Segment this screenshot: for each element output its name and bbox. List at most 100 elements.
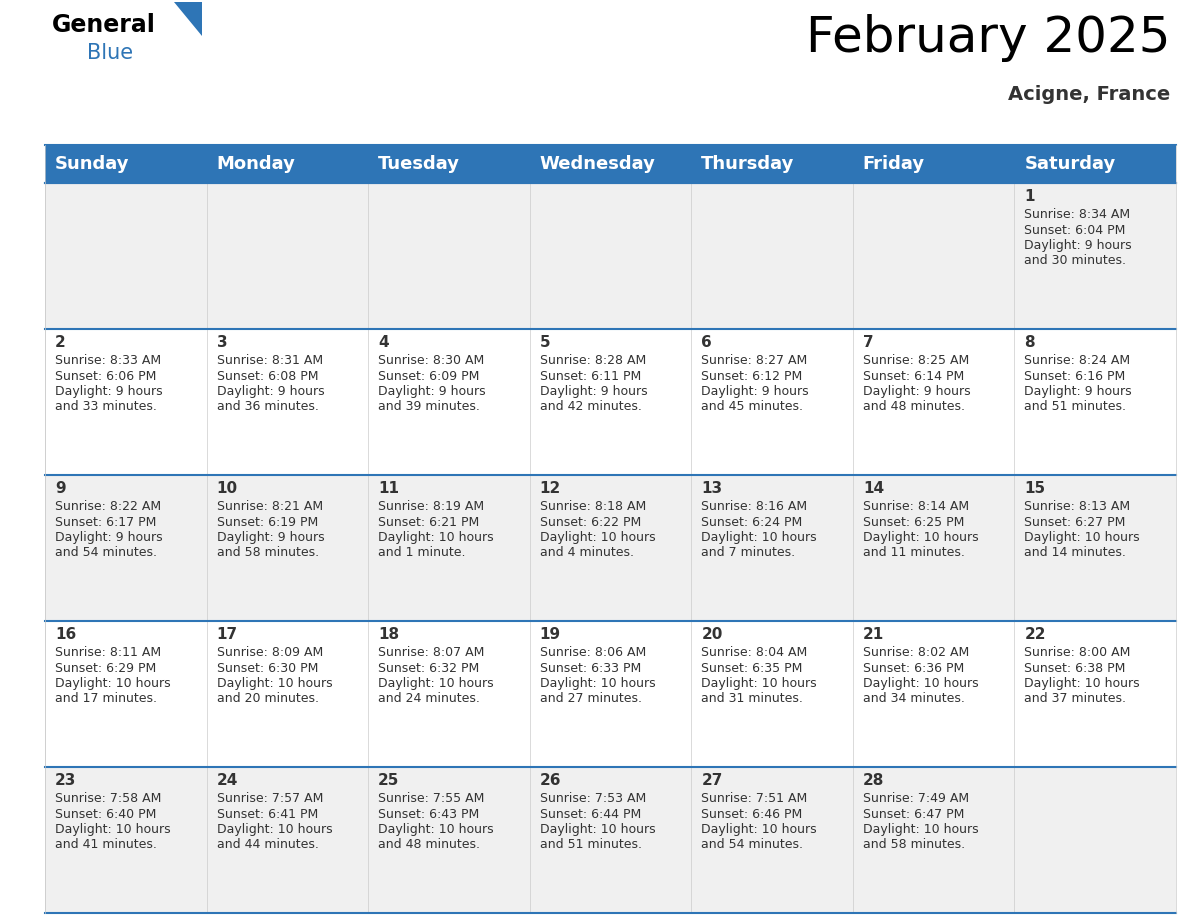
Text: Sunset: 6:46 PM: Sunset: 6:46 PM bbox=[701, 808, 803, 821]
Bar bbox=[45, 183, 207, 329]
Text: Sunrise: 8:22 AM: Sunrise: 8:22 AM bbox=[55, 500, 162, 513]
Bar bbox=[45, 145, 207, 183]
Text: Sunset: 6:11 PM: Sunset: 6:11 PM bbox=[539, 370, 642, 383]
Text: Daylight: 10 hours: Daylight: 10 hours bbox=[55, 677, 171, 690]
Text: and 31 minutes.: and 31 minutes. bbox=[701, 692, 803, 706]
Bar bbox=[207, 183, 368, 329]
Text: Daylight: 9 hours: Daylight: 9 hours bbox=[378, 385, 486, 398]
Text: Sunrise: 7:49 AM: Sunrise: 7:49 AM bbox=[862, 792, 969, 805]
Text: Sunrise: 8:31 AM: Sunrise: 8:31 AM bbox=[216, 354, 323, 367]
Bar bbox=[1015, 767, 1176, 913]
Text: Daylight: 10 hours: Daylight: 10 hours bbox=[862, 531, 979, 544]
Text: Daylight: 9 hours: Daylight: 9 hours bbox=[216, 385, 324, 398]
Text: and 51 minutes.: and 51 minutes. bbox=[1024, 400, 1126, 413]
Bar bbox=[207, 475, 368, 621]
Text: 3: 3 bbox=[216, 335, 227, 350]
Bar bbox=[368, 475, 530, 621]
Text: Sunset: 6:41 PM: Sunset: 6:41 PM bbox=[216, 808, 318, 821]
Text: Daylight: 10 hours: Daylight: 10 hours bbox=[539, 823, 656, 836]
Text: and 58 minutes.: and 58 minutes. bbox=[216, 546, 318, 559]
Bar bbox=[207, 621, 368, 767]
Text: 24: 24 bbox=[216, 773, 238, 788]
Text: Sunrise: 8:13 AM: Sunrise: 8:13 AM bbox=[1024, 500, 1131, 513]
Text: 17: 17 bbox=[216, 627, 238, 642]
Text: Daylight: 9 hours: Daylight: 9 hours bbox=[1024, 385, 1132, 398]
Bar bbox=[368, 767, 530, 913]
Text: Sunrise: 8:21 AM: Sunrise: 8:21 AM bbox=[216, 500, 323, 513]
Text: Daylight: 10 hours: Daylight: 10 hours bbox=[701, 531, 817, 544]
Text: and 17 minutes.: and 17 minutes. bbox=[55, 692, 157, 706]
Text: 9: 9 bbox=[55, 481, 65, 496]
Polygon shape bbox=[173, 2, 202, 36]
Text: and 48 minutes.: and 48 minutes. bbox=[378, 838, 480, 852]
Text: Daylight: 9 hours: Daylight: 9 hours bbox=[862, 385, 971, 398]
Bar bbox=[853, 767, 1015, 913]
Text: Sunrise: 7:57 AM: Sunrise: 7:57 AM bbox=[216, 792, 323, 805]
Text: Sunrise: 8:02 AM: Sunrise: 8:02 AM bbox=[862, 646, 969, 659]
Text: 20: 20 bbox=[701, 627, 722, 642]
Text: and 44 minutes.: and 44 minutes. bbox=[216, 838, 318, 852]
Text: 28: 28 bbox=[862, 773, 884, 788]
Text: and 4 minutes.: and 4 minutes. bbox=[539, 546, 633, 559]
Text: 5: 5 bbox=[539, 335, 550, 350]
Text: Sunset: 6:25 PM: Sunset: 6:25 PM bbox=[862, 516, 965, 529]
Text: Daylight: 9 hours: Daylight: 9 hours bbox=[701, 385, 809, 398]
Text: 11: 11 bbox=[378, 481, 399, 496]
Bar bbox=[45, 329, 207, 475]
Text: and 42 minutes.: and 42 minutes. bbox=[539, 400, 642, 413]
Text: and 36 minutes.: and 36 minutes. bbox=[216, 400, 318, 413]
Text: Blue: Blue bbox=[87, 43, 133, 63]
Text: February 2025: February 2025 bbox=[805, 14, 1170, 62]
Text: Sunrise: 8:11 AM: Sunrise: 8:11 AM bbox=[55, 646, 162, 659]
Text: 13: 13 bbox=[701, 481, 722, 496]
Bar bbox=[368, 145, 530, 183]
Text: Sunrise: 7:55 AM: Sunrise: 7:55 AM bbox=[378, 792, 485, 805]
Text: Sunset: 6:19 PM: Sunset: 6:19 PM bbox=[216, 516, 318, 529]
Text: Sunset: 6:47 PM: Sunset: 6:47 PM bbox=[862, 808, 965, 821]
Bar bbox=[1015, 183, 1176, 329]
Bar bbox=[530, 183, 691, 329]
Text: Sunset: 6:12 PM: Sunset: 6:12 PM bbox=[701, 370, 803, 383]
Text: Acigne, France: Acigne, France bbox=[1007, 85, 1170, 105]
Text: 14: 14 bbox=[862, 481, 884, 496]
Text: 6: 6 bbox=[701, 335, 712, 350]
Text: Sunrise: 8:33 AM: Sunrise: 8:33 AM bbox=[55, 354, 162, 367]
Text: Sunset: 6:44 PM: Sunset: 6:44 PM bbox=[539, 808, 642, 821]
Text: and 24 minutes.: and 24 minutes. bbox=[378, 692, 480, 706]
Bar bbox=[853, 329, 1015, 475]
Text: Sunrise: 8:27 AM: Sunrise: 8:27 AM bbox=[701, 354, 808, 367]
Text: Sunrise: 8:04 AM: Sunrise: 8:04 AM bbox=[701, 646, 808, 659]
Bar bbox=[1015, 329, 1176, 475]
Text: and 33 minutes.: and 33 minutes. bbox=[55, 400, 157, 413]
Text: Sunset: 6:30 PM: Sunset: 6:30 PM bbox=[216, 662, 318, 675]
Text: 26: 26 bbox=[539, 773, 561, 788]
Text: Sunset: 6:08 PM: Sunset: 6:08 PM bbox=[216, 370, 318, 383]
Text: and 48 minutes.: and 48 minutes. bbox=[862, 400, 965, 413]
Bar bbox=[1015, 145, 1176, 183]
Text: Daylight: 10 hours: Daylight: 10 hours bbox=[1024, 677, 1140, 690]
Text: and 1 minute.: and 1 minute. bbox=[378, 546, 466, 559]
Text: Daylight: 10 hours: Daylight: 10 hours bbox=[55, 823, 171, 836]
Bar bbox=[207, 145, 368, 183]
Bar bbox=[530, 475, 691, 621]
Bar bbox=[691, 475, 853, 621]
Text: Daylight: 10 hours: Daylight: 10 hours bbox=[701, 823, 817, 836]
Text: and 30 minutes.: and 30 minutes. bbox=[1024, 254, 1126, 267]
Bar bbox=[207, 767, 368, 913]
Text: Sunset: 6:17 PM: Sunset: 6:17 PM bbox=[55, 516, 157, 529]
Text: Sunset: 6:36 PM: Sunset: 6:36 PM bbox=[862, 662, 965, 675]
Text: Sunrise: 8:24 AM: Sunrise: 8:24 AM bbox=[1024, 354, 1131, 367]
Text: Sunrise: 8:18 AM: Sunrise: 8:18 AM bbox=[539, 500, 646, 513]
Text: and 51 minutes.: and 51 minutes. bbox=[539, 838, 642, 852]
Text: 18: 18 bbox=[378, 627, 399, 642]
Text: Sunrise: 8:34 AM: Sunrise: 8:34 AM bbox=[1024, 208, 1131, 221]
Text: Saturday: Saturday bbox=[1024, 155, 1116, 173]
Bar bbox=[691, 183, 853, 329]
Bar bbox=[691, 621, 853, 767]
Text: 4: 4 bbox=[378, 335, 388, 350]
Text: 1: 1 bbox=[1024, 189, 1035, 204]
Text: Sunset: 6:35 PM: Sunset: 6:35 PM bbox=[701, 662, 803, 675]
Text: 8: 8 bbox=[1024, 335, 1035, 350]
Text: Daylight: 10 hours: Daylight: 10 hours bbox=[539, 677, 656, 690]
Text: Thursday: Thursday bbox=[701, 155, 795, 173]
